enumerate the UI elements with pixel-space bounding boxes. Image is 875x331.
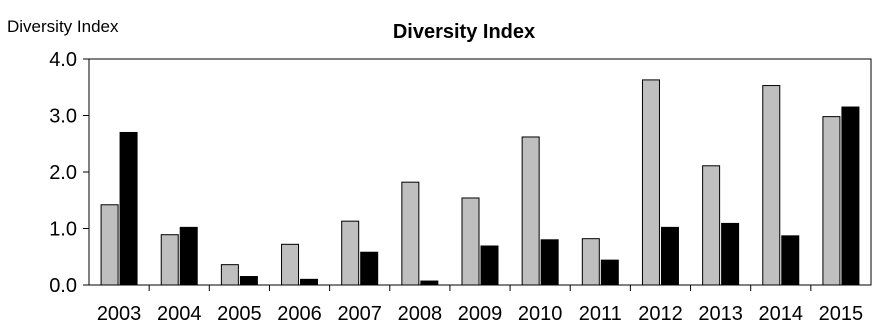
- bar-series-gray: [281, 243, 300, 286]
- x-tick-label: 2014: [759, 303, 804, 325]
- plot-area: 0.0 1.0 2.0 3.0 4.0 2003 2004 2005 2006 2007 2008 2…: [49, 49, 872, 325]
- bar-series-black: [781, 235, 800, 286]
- bar-series-gray: [160, 234, 179, 286]
- chart-title: Diversity Index: [393, 21, 535, 43]
- bar-series-gray: [341, 220, 360, 286]
- bar-series-black: [179, 226, 198, 286]
- bar-series-black: [600, 259, 619, 286]
- bar-series-gray: [401, 181, 420, 286]
- bar-series-gray: [521, 136, 540, 286]
- x-tick-label: 2005: [217, 303, 262, 325]
- bar-series-gray: [822, 116, 841, 286]
- x-tick-label: 2004: [157, 303, 202, 325]
- plot-frame: [88, 58, 872, 286]
- bar-series-gray: [641, 79, 660, 286]
- bar-series-gray: [702, 165, 721, 286]
- bar-series-black: [300, 278, 319, 286]
- bar-series-black: [239, 276, 258, 286]
- bar-series-black: [660, 226, 679, 286]
- bar-series-black: [540, 239, 559, 286]
- x-tick-label: 2010: [518, 303, 563, 325]
- x-tick-label: 2008: [398, 303, 443, 325]
- bar-series-gray: [581, 238, 600, 286]
- x-tick-label: 2013: [698, 303, 743, 325]
- bar-series-gray: [762, 85, 781, 286]
- x-tick-label: 2006: [277, 303, 322, 325]
- x-tick-label: 2003: [97, 303, 142, 325]
- bar-series-black: [119, 131, 138, 286]
- x-tick-label: 2011: [579, 303, 622, 325]
- y-tick-label: 0.0: [49, 275, 77, 297]
- y-tick-label: 1.0: [49, 219, 77, 241]
- bar-series-black: [480, 245, 499, 286]
- bar-series-black: [721, 222, 740, 286]
- bar-series-black: [841, 106, 860, 286]
- x-tick-label: 2015: [819, 303, 864, 325]
- x-tick-label: 2012: [638, 303, 683, 325]
- x-tick-label: 2007: [337, 303, 382, 325]
- x-tick-label: 2009: [458, 303, 503, 325]
- bar-series-gray: [461, 197, 480, 286]
- bar-series-gray: [100, 204, 119, 286]
- bar-series-black: [420, 280, 439, 286]
- y-axis-label: Diversity Index: [7, 17, 119, 36]
- y-tick-label: 2.0: [49, 162, 77, 184]
- bar-series-gray: [220, 264, 239, 286]
- y-tick-label: 3.0: [49, 106, 77, 128]
- bar-series-black: [360, 251, 379, 286]
- y-tick-label: 4.0: [49, 49, 77, 71]
